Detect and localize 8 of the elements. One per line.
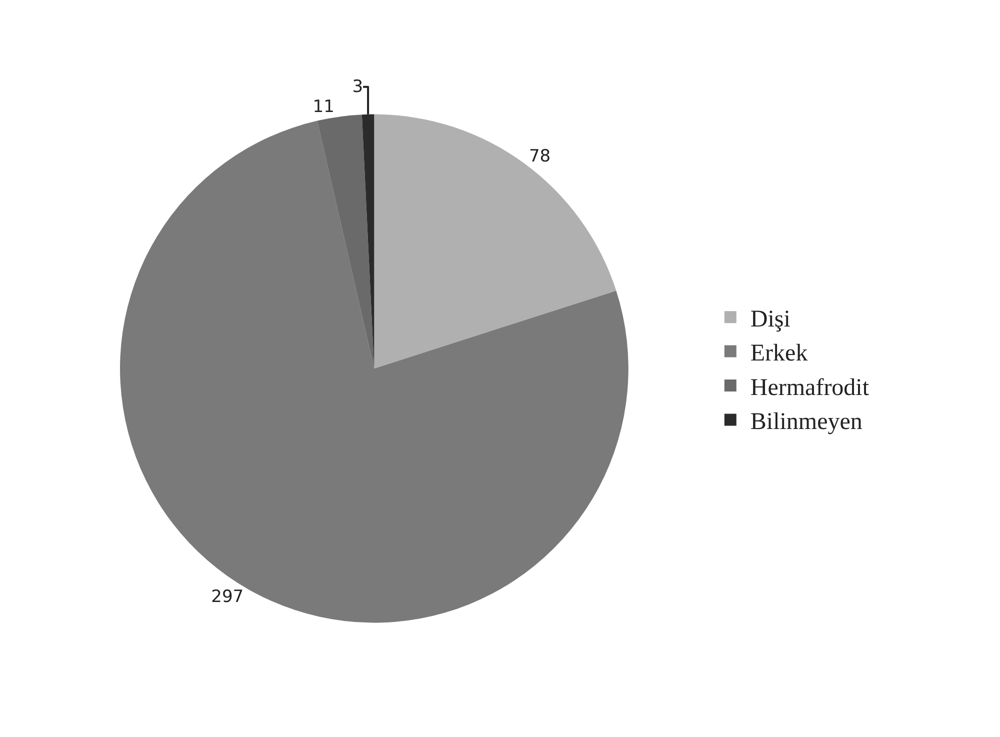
data-label: 11 bbox=[312, 96, 334, 117]
data-label: 297 bbox=[211, 587, 244, 608]
legend-label: Hermafrodit bbox=[750, 374, 870, 401]
legend-label: Bilinmeyen bbox=[750, 409, 862, 436]
legend-label: Erkek bbox=[750, 340, 808, 367]
data-label: 78 bbox=[528, 146, 551, 167]
data-label: 3 bbox=[352, 76, 364, 97]
legend-label: Dişi bbox=[750, 306, 791, 332]
